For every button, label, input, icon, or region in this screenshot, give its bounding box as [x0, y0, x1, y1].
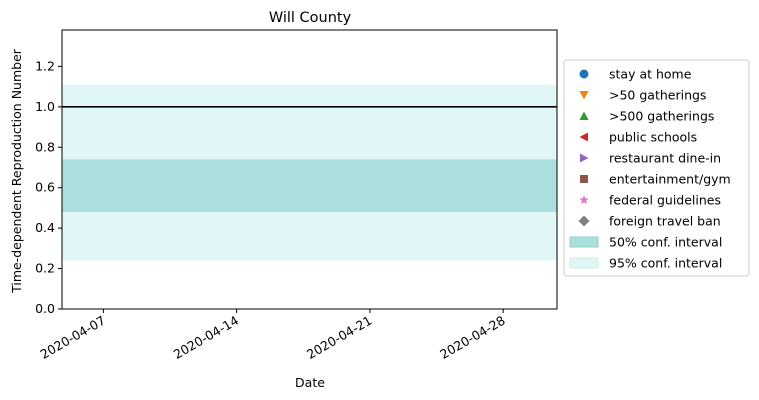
y-tick-label: 1.0 [35, 99, 55, 114]
legend-label: foreign travel ban [609, 214, 721, 229]
legend-item: foreign travel ban [578, 214, 721, 229]
legend-item: >500 gatherings [579, 109, 714, 124]
legend-label: restaurant dine-in [609, 151, 721, 166]
legend-label: >50 gatherings [609, 88, 706, 103]
legend-patch [569, 236, 599, 248]
chart-title: Will County [269, 10, 352, 26]
plot-frame [61, 29, 558, 310]
x-tick-label: 2020-04-28 [437, 313, 507, 362]
legend-item: >50 gatherings [579, 88, 706, 103]
legend-item: federal guidelines [579, 193, 721, 208]
y-tick-label: 1.2 [35, 58, 55, 73]
legend-label: 95% conf. interval [609, 256, 722, 271]
legend-label: 50% conf. interval [609, 235, 722, 250]
legend-item: 95% conf. interval [569, 256, 722, 271]
legend-marker [579, 91, 589, 100]
legend-label: stay at home [609, 67, 692, 82]
x-axis-label: Date [295, 375, 325, 390]
x-tick-label: 2020-04-21 [304, 313, 374, 362]
legend-marker [580, 153, 589, 163]
legend-marker [579, 69, 589, 79]
y-tick-label: 0.0 [35, 301, 55, 316]
x-tick-label: 2020-04-14 [171, 313, 241, 362]
legend-marker [579, 111, 589, 120]
legend-label: public schools [609, 130, 697, 145]
legend-item: stay at home [579, 67, 692, 82]
y-tick-label: 0.8 [35, 139, 55, 154]
legend-label: entertainment/gym [609, 172, 731, 187]
legend-frame [563, 59, 750, 277]
legend-marker [578, 215, 590, 227]
conf-50-band [62, 159, 557, 212]
y-axis-label: Time-dependent Reproduction Number [9, 48, 24, 294]
legend-label: federal guidelines [609, 193, 721, 208]
legend-patch [569, 257, 599, 269]
y-tick-label: 0.4 [35, 220, 55, 235]
legend-marker [579, 195, 589, 205]
legend-marker [579, 132, 588, 142]
x-tick-label: 2020-04-07 [37, 313, 107, 362]
legend-item: 50% conf. interval [569, 235, 722, 250]
legend: stay at home >50 gatherings >500 gathering… [563, 59, 750, 277]
y-tick-label: 0.6 [35, 180, 55, 195]
legend-item: entertainment/gym [580, 172, 731, 187]
y-tick-label: 0.2 [35, 261, 55, 276]
legend-item: restaurant dine-in [580, 151, 721, 166]
legend-marker [580, 175, 588, 183]
legend-item: public schools [579, 130, 697, 145]
legend-label: >500 gatherings [609, 109, 714, 124]
